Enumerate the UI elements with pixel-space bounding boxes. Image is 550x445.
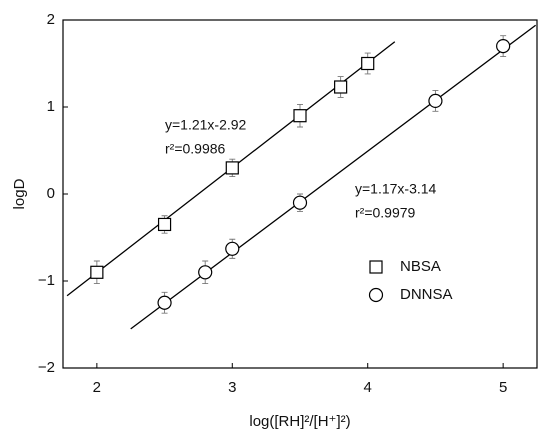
legend-marker: [369, 260, 383, 274]
legend-marker: [368, 287, 384, 303]
y-tick-label: −2: [38, 359, 55, 376]
annotation: r²=0.9986: [165, 141, 226, 157]
x-tick-label: 2: [93, 379, 101, 396]
data-point: [293, 109, 307, 123]
fit-line: [130, 24, 537, 330]
x-tick-label: 5: [499, 379, 507, 396]
data-point: [292, 195, 308, 210]
y-tick-label: 2: [47, 11, 55, 28]
legend-label: DNNSA: [400, 286, 453, 303]
x-tick-label: 4: [364, 379, 372, 396]
y-tick-label: 1: [47, 98, 55, 115]
data-point: [334, 80, 348, 94]
annotation: y=1.17x-3.14: [355, 181, 437, 197]
x-tick-label: 3: [228, 379, 236, 396]
y-axis-label: logD: [11, 178, 28, 209]
data-point: [496, 38, 511, 54]
data-point: [428, 93, 443, 109]
data-point: [198, 265, 213, 280]
data-point: [225, 241, 240, 256]
annotation: r²=0.9979: [355, 205, 416, 221]
data-point: [157, 295, 172, 310]
data-point: [90, 265, 104, 279]
data-point: [361, 56, 375, 71]
annotation: y=1.21x-2.92: [165, 117, 247, 133]
legend-label: NBSA: [400, 258, 441, 275]
data-point: [225, 161, 239, 175]
y-tick-label: 0: [47, 185, 55, 202]
y-tick-label: −1: [38, 272, 55, 289]
data-point: [157, 217, 172, 232]
x-axis-label: log([RH]²/[H⁺]²): [249, 413, 350, 430]
